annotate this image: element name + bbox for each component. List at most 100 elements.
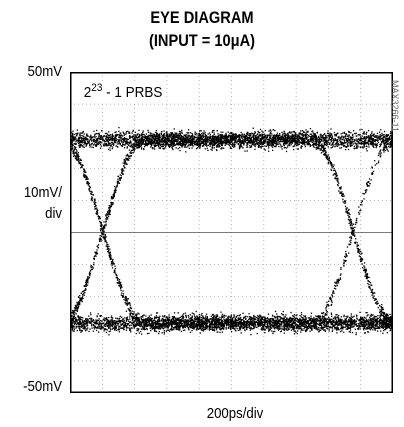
eye-trace-dot [104,320,106,322]
eye-trace-dot [105,145,107,147]
eye-trace-dot [237,315,239,317]
eye-trace-dot [103,317,105,319]
eye-trace-dot [173,142,175,145]
eye-trace-dot [203,322,205,324]
eye-trace-dot [75,320,77,322]
eye-trace-dot [327,318,329,320]
eye-trace-dot [348,136,350,138]
eye-trace-dot [125,320,127,322]
eye-trace-dot [329,139,331,141]
eye-trace-dot [138,332,140,334]
eye-trace-dot [356,143,358,145]
eye-trace-dot [80,323,82,325]
eye-trace-dot [317,135,320,138]
eye-trace-dot [244,141,246,143]
eye-trace-dot [259,134,262,136]
eye-trace-dot [126,138,128,140]
eye-trace-dot [329,142,331,144]
eye-trace-dot [90,322,92,325]
eye-trace-dot [108,139,111,142]
eye-trace-dot [322,136,324,138]
eye-trace-dot [328,137,330,140]
eye-trace-dot [390,131,392,133]
eye-trace-dot [155,129,158,132]
eye-trace-dot [134,324,136,326]
eye-trace-dot [291,134,293,136]
eye-trace-dot [264,317,266,320]
eye-trace-dot [367,129,370,132]
eye-trace-dot [202,329,204,331]
eye-trace-dot [104,132,107,135]
eye-trace-dot [343,140,346,142]
eye-trace-dot [131,317,133,319]
eye-trace-dot [146,317,148,319]
eye-trace-dot [379,318,382,320]
eye-trace-dot [131,132,133,134]
eye-trace-dot [297,321,299,323]
eye-trace-dot [205,141,207,143]
eye-trace-dot [72,136,74,138]
eye-trace-dot [257,133,259,135]
eye-trace-dot [330,144,332,146]
eye-trace-dot [78,138,80,140]
eye-trace-dot [319,134,321,136]
eye-trace-dot [303,140,305,142]
eye-trace-dot [211,131,214,133]
eye-trace-dot [133,326,135,328]
eye-trace-dot [287,318,290,321]
eye-trace-dot [294,139,296,141]
eye-trace-dot [155,323,157,325]
eye-trace-dot [142,314,144,317]
eye-trace-dot [119,325,121,328]
eye-trace-dot [151,317,153,320]
eye-trace-dot [109,134,111,136]
eye-trace-dot [384,147,386,149]
eye-trace-dot [121,145,123,147]
eye-trace-dot [210,141,213,143]
eye-trace-dot [366,142,369,144]
eye-trace-dot [112,320,114,322]
eye-trace-dot [357,133,360,136]
eye-trace-dot [164,324,166,327]
eye-trace-dot [325,140,327,142]
eye-trace-dot [129,318,131,320]
eye-trace-dot [378,324,381,327]
eye-trace-dot [130,324,132,326]
eye-trace-dot [88,322,91,324]
eye-trace-dot [103,322,105,324]
eye-trace-dot [315,148,317,150]
eye-trace-dot [323,316,325,318]
eye-trace-dot [92,324,95,326]
eye-trace-dot [380,138,383,140]
eye-trace-dot [374,135,377,137]
eye-trace-dot [168,144,170,147]
eye-trace-dot [106,321,108,324]
eye-trace-dot [345,328,347,330]
eye-trace-dot [126,316,128,318]
eye-trace-dot [80,322,82,324]
eye-trace-dot [375,136,377,138]
eye-trace-dot [121,319,124,321]
eye-trace-dot [121,137,123,139]
eye-trace-dot [229,147,231,149]
eye-trace-dot [272,318,274,320]
eye-trace-dot [270,326,272,329]
eye-trace-dot [227,319,230,321]
eye-trace-dot [329,132,331,134]
eye-trace-dot [294,143,296,145]
eye-trace-dot [80,132,83,134]
eye-trace-dot [379,326,381,328]
eye-trace-dot [363,146,365,148]
eye-trace-dot [376,318,378,321]
eye-trace-dot [198,146,200,148]
eye-trace-dot [233,143,235,146]
eye-trace-dot [256,326,258,329]
eye-trace-dot [268,330,270,332]
eye-trace-dot [102,318,104,321]
eye-trace-dot [130,322,133,324]
eye-trace-dot [84,139,86,141]
eye-trace-dot [71,320,73,322]
eye-trace-dot [365,139,367,141]
eye-trace-dot [139,135,141,137]
eye-trace-dot [238,325,240,327]
